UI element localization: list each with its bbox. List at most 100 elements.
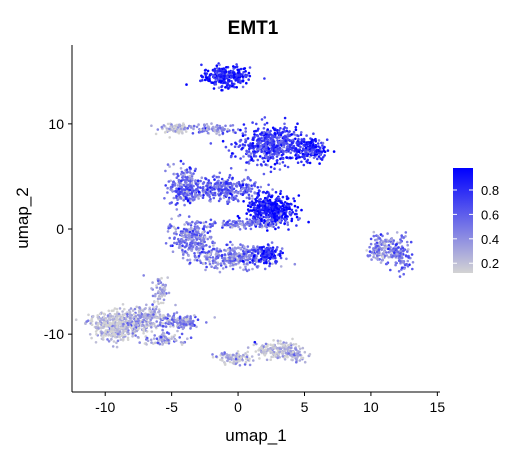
scatter-point xyxy=(245,81,248,85)
scatter-point xyxy=(243,74,247,78)
scatter-point xyxy=(98,312,102,316)
scatter-point xyxy=(305,143,308,146)
scatter-point xyxy=(123,333,127,337)
scatter-point xyxy=(286,143,290,147)
scatter-point xyxy=(119,338,123,341)
scatter-point xyxy=(189,199,192,202)
scatter-point xyxy=(204,220,208,224)
scatter-point xyxy=(179,341,183,344)
scatter-point xyxy=(250,158,253,161)
scatter-point xyxy=(182,122,185,125)
scatter-point xyxy=(74,318,78,322)
scatter-point xyxy=(155,305,158,309)
x-tick-label: 15 xyxy=(430,399,446,415)
scatter-point xyxy=(228,219,231,222)
scatter-point xyxy=(161,338,164,342)
x-tick-label: 10 xyxy=(363,399,379,415)
scatter-point xyxy=(209,200,212,203)
scatter-point xyxy=(370,258,373,261)
scatter-point xyxy=(201,238,204,242)
scatter-point xyxy=(158,313,162,317)
scatter-point xyxy=(158,323,162,327)
scatter-point xyxy=(386,232,389,235)
scatter-point xyxy=(229,155,233,159)
scatter-point xyxy=(236,246,240,249)
scatter-point xyxy=(268,139,271,143)
scatter-point xyxy=(199,261,203,265)
scatter-point xyxy=(178,181,181,184)
scatter-point xyxy=(299,133,303,136)
scatter-point xyxy=(270,241,274,244)
scatter-point xyxy=(276,339,280,343)
colorbar-tick-label: 0.2 xyxy=(481,256,499,271)
scatter-point xyxy=(384,238,387,242)
scatter-point xyxy=(108,315,112,318)
scatter-point xyxy=(212,247,215,251)
scatter-point xyxy=(169,125,172,128)
scatter-point xyxy=(259,148,263,151)
scatter-point xyxy=(385,251,388,254)
scatter-point xyxy=(207,190,210,194)
scatter-point xyxy=(221,224,225,227)
scatter-point xyxy=(302,163,306,167)
scatter-point xyxy=(215,181,219,185)
scatter-point xyxy=(236,181,239,185)
scatter-point xyxy=(232,65,235,68)
scatter-point xyxy=(246,245,250,248)
scatter-point xyxy=(215,175,219,179)
scatter-point xyxy=(181,248,184,252)
scatter-point xyxy=(211,256,215,259)
scatter-point xyxy=(181,131,184,135)
scatter-point xyxy=(406,259,410,263)
scatter-point xyxy=(278,197,281,201)
scatter-point xyxy=(241,134,245,137)
scatter-point xyxy=(271,218,275,222)
scatter-point xyxy=(182,198,185,202)
scatter-point xyxy=(128,312,132,316)
scatter-point xyxy=(90,323,94,327)
scatter-point xyxy=(242,178,246,181)
scatter-point xyxy=(175,208,179,211)
scatter-point xyxy=(181,327,185,331)
scatter-point xyxy=(289,349,293,353)
scatter-point xyxy=(297,218,300,221)
scatter-point xyxy=(286,204,290,208)
scatter-point xyxy=(148,314,151,318)
scatter-point xyxy=(193,258,197,262)
scatter-point xyxy=(277,132,281,135)
scatter-point xyxy=(410,253,414,256)
scatter-point xyxy=(161,343,164,346)
scatter-point xyxy=(200,63,203,67)
scatter-point xyxy=(116,318,119,321)
scatter-point xyxy=(285,126,289,130)
scatter-point xyxy=(253,340,257,344)
colorbar-legend: 0.2 0.4 0.6 0.8 xyxy=(453,168,499,273)
scatter-point xyxy=(199,194,202,197)
scatter-point xyxy=(255,163,259,167)
scatter-point xyxy=(284,139,288,143)
scatter-point xyxy=(127,323,130,327)
scatter-point xyxy=(259,213,263,217)
scatter-point xyxy=(197,227,201,230)
scatter-point xyxy=(154,132,158,136)
scatter-point xyxy=(107,317,111,321)
scatter-point xyxy=(300,142,303,145)
scatter-point xyxy=(249,227,253,231)
scatter-point xyxy=(281,355,285,358)
scatter-point xyxy=(260,211,264,215)
scatter-point xyxy=(214,265,218,268)
scatter-point xyxy=(218,183,221,187)
scatter-point xyxy=(188,258,192,262)
scatter-point xyxy=(123,313,126,317)
scatter-point xyxy=(110,337,113,341)
scatter-point xyxy=(395,231,399,234)
scatter-point xyxy=(253,133,256,136)
scatter-point xyxy=(205,257,208,260)
scatter-point xyxy=(216,72,219,76)
scatter-point xyxy=(189,320,192,323)
scatter-point xyxy=(163,197,166,200)
scatter-point xyxy=(397,246,400,249)
scatter-point xyxy=(181,320,184,324)
scatter-point xyxy=(104,330,107,334)
scatter-point xyxy=(189,244,193,248)
